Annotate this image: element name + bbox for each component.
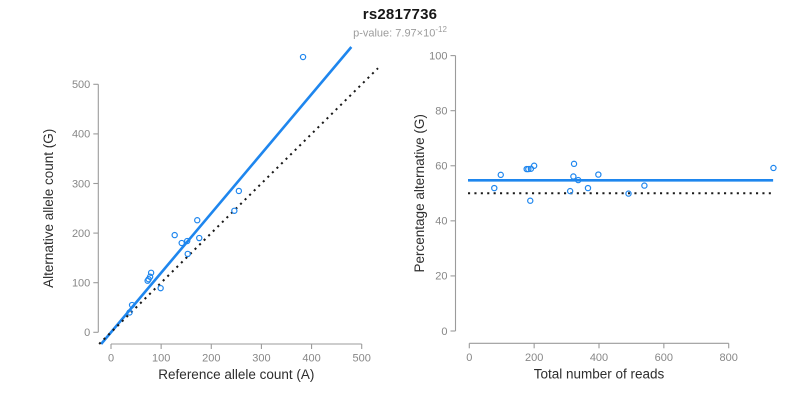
data-point: [625, 190, 632, 197]
data-point: [770, 164, 777, 172]
figure-header: rs2817736 p-value: 7.97×10-12: [0, 6, 800, 40]
y-axis-title: Alternative allele count (G): [41, 129, 56, 288]
data-point: [231, 207, 238, 214]
data-point: [178, 239, 185, 247]
data-point: [575, 176, 582, 184]
data-point: [126, 309, 133, 316]
data-point: [184, 237, 191, 245]
x-axis-title: Reference allele count (A): [158, 367, 314, 382]
y-tick-label: 0: [84, 327, 90, 339]
y-tick-label: 500: [72, 79, 90, 91]
figure-subtitle: p-value: 7.97×10-12: [0, 25, 800, 40]
y-tick-label: 100: [429, 50, 447, 62]
data-point: [235, 187, 243, 195]
y-tick-label: 100: [72, 278, 90, 290]
x-tick-label: 200: [202, 353, 220, 365]
fit-line: [100, 46, 353, 345]
data-point: [184, 250, 191, 258]
x-axis-title: Total number of reads: [534, 366, 665, 381]
data-point: [196, 234, 203, 242]
data-point: [299, 53, 307, 61]
left-scatter-plot: 0 100 200 300 400 500 0 100 200 300 400 500 Referenc…: [41, 46, 379, 382]
data-point: [527, 165, 535, 172]
x-tick-label: 200: [525, 352, 543, 364]
x-tick-label: 300: [252, 353, 270, 365]
y-tick-label: 400: [72, 129, 90, 141]
data-point: [595, 171, 602, 178]
figure-title: rs2817736: [362, 6, 438, 23]
data-point: [144, 277, 151, 284]
y-tick-label: 40: [435, 216, 447, 228]
data-point: [491, 184, 498, 192]
data-point: [570, 173, 577, 180]
data-point: [128, 301, 136, 309]
y-tick-label: 300: [72, 178, 90, 190]
y-tick-label: 60: [435, 161, 447, 173]
data-point: [171, 231, 178, 239]
x-tick-label: 500: [353, 353, 371, 365]
x-tick-label: 400: [302, 353, 320, 365]
y-axis-title: Percentage alternative (G): [412, 114, 427, 272]
x-tick-label: 800: [720, 352, 738, 364]
data-point: [530, 162, 538, 169]
data-point: [523, 165, 530, 173]
data-point: [570, 160, 578, 168]
data-point: [584, 184, 592, 192]
data-point: [641, 182, 648, 189]
x-tick-label: 600: [655, 352, 673, 364]
p-value-text: p-value: 7.97×10: [353, 27, 436, 40]
x-tick-label: 400: [590, 352, 608, 364]
data-point: [147, 269, 155, 276]
data-point: [497, 171, 504, 179]
x-tick-label: 0: [108, 353, 114, 365]
data-point: [194, 217, 201, 224]
y-tick-label: 200: [72, 228, 90, 240]
y-tick-label: 20: [435, 271, 447, 283]
right-scatter-plot: 0 20 40 60 80 100 0 200 400 600 800 Total number of…: [412, 50, 777, 381]
x-tick-label: 100: [152, 353, 170, 365]
identity-line: [98, 67, 379, 345]
y-tick-label: 0: [441, 326, 447, 338]
data-point: [527, 197, 534, 204]
p-value-exponent: -12: [435, 25, 447, 34]
y-tick-label: 80: [435, 105, 447, 117]
data-point: [566, 187, 574, 195]
x-tick-label: 0: [466, 352, 472, 364]
data-point: [157, 284, 164, 292]
